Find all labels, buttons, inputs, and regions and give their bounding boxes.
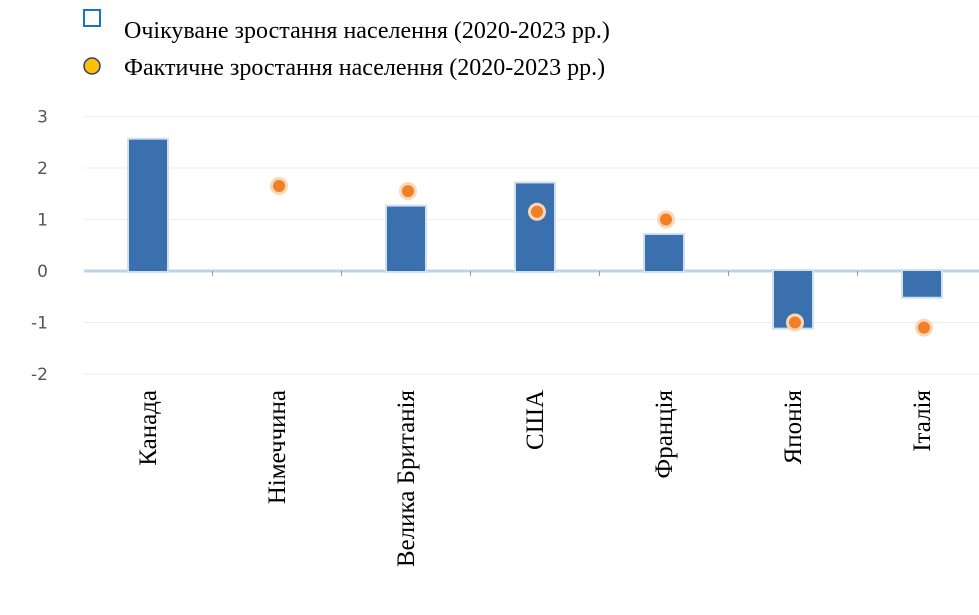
y-tick-label: 0 <box>37 262 48 282</box>
y-tick-label: 1 <box>37 211 48 231</box>
legend: Очікуване зростання населення (2020-2023… <box>83 9 610 81</box>
legend-marker-expected <box>83 9 101 27</box>
legend-label-expected: Очікуване зростання населення (2020-2023… <box>124 18 610 44</box>
bar <box>645 234 683 271</box>
bar <box>387 206 425 271</box>
point <box>273 180 285 193</box>
x-tick-label: Італія <box>909 390 936 452</box>
x-tick-label: Велика Британія <box>393 390 420 568</box>
plot-area: 3 2 1 0 -1 -2 Канада Німеччина Велика Британія СШ… <box>31 108 979 568</box>
y-tick-label: 2 <box>37 159 48 179</box>
legend-label-actual: Фактичне зростання населення (2020-2023 … <box>124 55 605 81</box>
bar <box>129 139 167 271</box>
legend-marker-actual <box>83 57 101 75</box>
y-tick-label: 3 <box>37 108 48 128</box>
point <box>660 213 672 226</box>
x-tick-label: Німеччина <box>264 390 291 504</box>
y-tick-label: -2 <box>31 365 48 385</box>
x-tick-label: США <box>522 390 549 450</box>
point <box>789 316 801 329</box>
bar <box>903 271 941 297</box>
x-tick-label: Японія <box>780 390 807 465</box>
point <box>918 321 930 334</box>
point <box>531 205 543 218</box>
x-tick-label: Канада <box>135 390 162 466</box>
bar <box>516 183 554 271</box>
x-tick-label: Франція <box>651 390 678 479</box>
y-tick-label: -1 <box>31 314 48 334</box>
point <box>402 185 414 198</box>
